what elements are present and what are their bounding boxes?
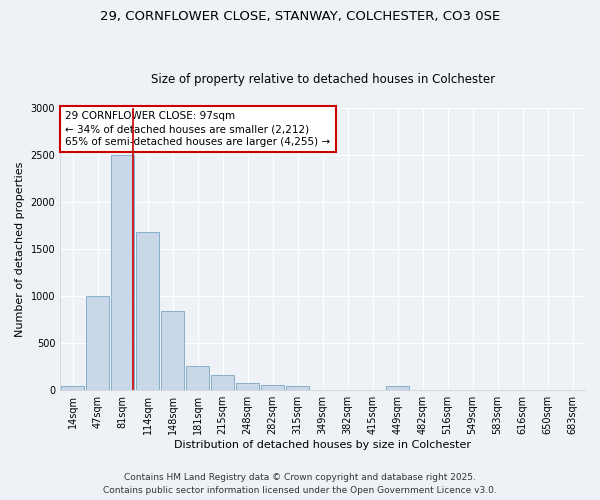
X-axis label: Distribution of detached houses by size in Colchester: Distribution of detached houses by size … xyxy=(174,440,471,450)
Bar xyxy=(86,296,109,390)
Text: Contains HM Land Registry data © Crown copyright and database right 2025.
Contai: Contains HM Land Registry data © Crown c… xyxy=(103,474,497,495)
Title: Size of property relative to detached houses in Colchester: Size of property relative to detached ho… xyxy=(151,73,494,86)
Bar xyxy=(161,311,184,390)
Text: 29, CORNFLOWER CLOSE, STANWAY, COLCHESTER, CO3 0SE: 29, CORNFLOWER CLOSE, STANWAY, COLCHESTE… xyxy=(100,10,500,23)
Bar xyxy=(136,232,159,390)
Bar xyxy=(236,382,259,390)
Bar xyxy=(286,386,309,390)
Bar xyxy=(262,384,284,390)
Bar xyxy=(112,155,134,390)
Bar xyxy=(211,375,234,390)
Bar xyxy=(386,386,409,390)
Y-axis label: Number of detached properties: Number of detached properties xyxy=(15,162,25,337)
Bar xyxy=(187,366,209,390)
Bar xyxy=(61,386,84,390)
Text: 29 CORNFLOWER CLOSE: 97sqm
← 34% of detached houses are smaller (2,212)
65% of s: 29 CORNFLOWER CLOSE: 97sqm ← 34% of deta… xyxy=(65,111,331,147)
